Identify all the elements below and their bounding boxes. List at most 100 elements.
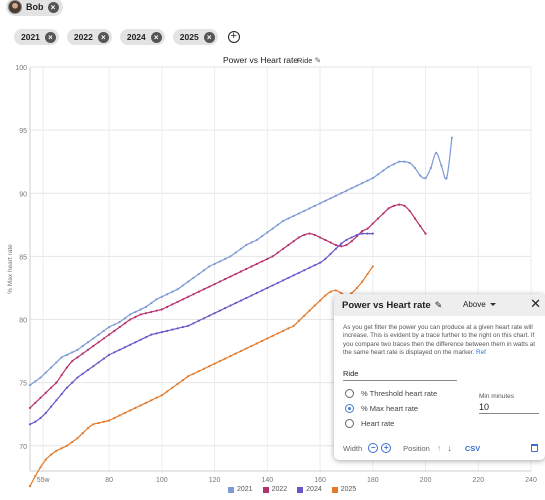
ref-link[interactable]: Ref: [476, 348, 486, 356]
series-point-2025: [361, 280, 364, 283]
remove-year-icon[interactable]: ×: [150, 31, 162, 43]
series-point-2025: [144, 401, 148, 404]
series-point-2025: [118, 414, 121, 417]
x-tick-label: 160: [314, 477, 326, 484]
series-point-2021: [419, 174, 422, 177]
series-point-2024: [271, 284, 274, 287]
series-point-2025: [303, 314, 306, 317]
series-point-2025: [181, 379, 185, 382]
series-point-2022: [160, 308, 163, 311]
avatar: [8, 0, 22, 14]
series-point-2025: [239, 349, 243, 353]
close-icon[interactable]: ✕: [530, 296, 541, 311]
series-point-2022: [92, 344, 95, 348]
year-chip-2022[interactable]: 2022 ×: [66, 29, 112, 45]
legend-item[interactable]: 2025: [331, 486, 357, 493]
year-chip-2021[interactable]: 2021 ×: [14, 29, 59, 45]
series-point-2022: [118, 325, 121, 329]
series-point-2024: [102, 357, 105, 360]
csv-button[interactable]: CSV: [464, 443, 481, 453]
add-year-icon[interactable]: +: [227, 31, 240, 43]
series-point-2025: [65, 444, 69, 447]
series-point-2022: [34, 401, 37, 404]
min-minutes-input[interactable]: 10: [479, 402, 490, 412]
series-point-2025: [366, 272, 369, 276]
series-point-2022: [76, 356, 79, 359]
remove-year-icon[interactable]: ×: [44, 31, 56, 43]
series-point-2025: [134, 406, 137, 409]
width-increase-icon[interactable]: +: [381, 443, 392, 453]
series-point-2025: [81, 432, 84, 435]
year-chip-label: 2024: [126, 32, 146, 42]
remove-user-icon[interactable]: ×: [47, 1, 59, 13]
year-chip-2025[interactable]: 2025 ×: [172, 29, 218, 45]
mode-select[interactable]: Above: [463, 300, 496, 309]
x-tick-label: 180: [367, 477, 379, 484]
chart-subtitle[interactable]: Ride ✎: [297, 56, 321, 65]
radio-heart-rate[interactable]: Heart rate: [345, 419, 394, 428]
series-point-2022: [308, 232, 311, 235]
series-point-2021: [366, 179, 369, 182]
series-point-2022: [71, 360, 74, 363]
year-chip-label: 2022: [73, 32, 93, 42]
series-point-2024: [287, 276, 290, 279]
series-point-2025: [197, 370, 200, 373]
radio-threshold-hr[interactable]: % Threshold heart rate: [345, 389, 437, 398]
series-point-2025: [97, 421, 100, 425]
radio-label: Heart rate: [361, 419, 395, 428]
series-point-2025: [176, 382, 179, 385]
activity-type-select[interactable]: Ride: [343, 369, 359, 378]
top-strip: Bob ×: [0, 0, 545, 17]
radio-button[interactable]: [345, 419, 354, 428]
edit-pencil-icon[interactable]: ✎: [314, 56, 322, 65]
legend-label: 2021: [237, 486, 253, 493]
series-point-2024: [44, 411, 47, 415]
arrow-down-icon[interactable]: ↓: [447, 443, 452, 453]
series-line-2025: [29, 266, 374, 487]
series-point-2021: [287, 217, 290, 220]
series-point-2022: [334, 243, 337, 247]
series-point-2024: [123, 346, 127, 349]
width-decrease-icon[interactable]: −: [368, 443, 379, 453]
series-point-2022: [108, 333, 111, 336]
series-point-2021: [102, 329, 105, 332]
radio-max-hr[interactable]: % Max heart rate: [345, 404, 418, 413]
legend-item[interactable]: 2024: [297, 486, 322, 493]
mode-select-value: Above: [463, 300, 486, 309]
series-point-2025: [129, 409, 132, 412]
legend-item[interactable]: 2022: [262, 486, 287, 493]
series-point-2025: [218, 360, 221, 363]
radio-button-selected[interactable]: [345, 404, 354, 413]
series-point-2025: [139, 404, 142, 407]
remove-year-icon[interactable]: ×: [97, 31, 109, 43]
series-point-2025: [92, 423, 95, 426]
series-point-2021: [382, 169, 385, 172]
series-point-2024: [345, 238, 348, 242]
remove-year-icon[interactable]: ×: [203, 31, 215, 43]
x-tick-label: 140: [261, 477, 273, 484]
series-point-2024: [208, 314, 211, 317]
activity-type-underline: [343, 380, 457, 381]
year-chip-2024[interactable]: 2024 ×: [119, 29, 165, 45]
legend-swatch: [262, 486, 269, 493]
series-point-2022: [329, 241, 332, 244]
legend-label: 2025: [340, 486, 357, 493]
series-point-2021: [134, 310, 137, 314]
series-point-2022: [413, 217, 417, 220]
series-point-2025: [250, 344, 253, 348]
series-point-2024: [92, 365, 95, 368]
edit-title-pencil-icon[interactable]: ✎: [434, 299, 443, 310]
y-tick-label: 75: [19, 381, 27, 388]
series-point-2024: [97, 361, 100, 364]
trash-icon[interactable]: [531, 444, 538, 452]
legend-item[interactable]: 2021: [228, 486, 253, 493]
radio-button[interactable]: [345, 389, 354, 398]
series-point-2024: [255, 291, 258, 295]
series-point-2022: [292, 240, 295, 243]
series-point-2024: [234, 301, 237, 305]
arrow-up-icon[interactable]: ↑: [436, 443, 442, 453]
user-chip[interactable]: Bob ×: [6, 0, 63, 16]
series-point-2022: [202, 288, 206, 291]
series-point-2022: [144, 312, 148, 315]
series-point-2024: [28, 423, 32, 426]
